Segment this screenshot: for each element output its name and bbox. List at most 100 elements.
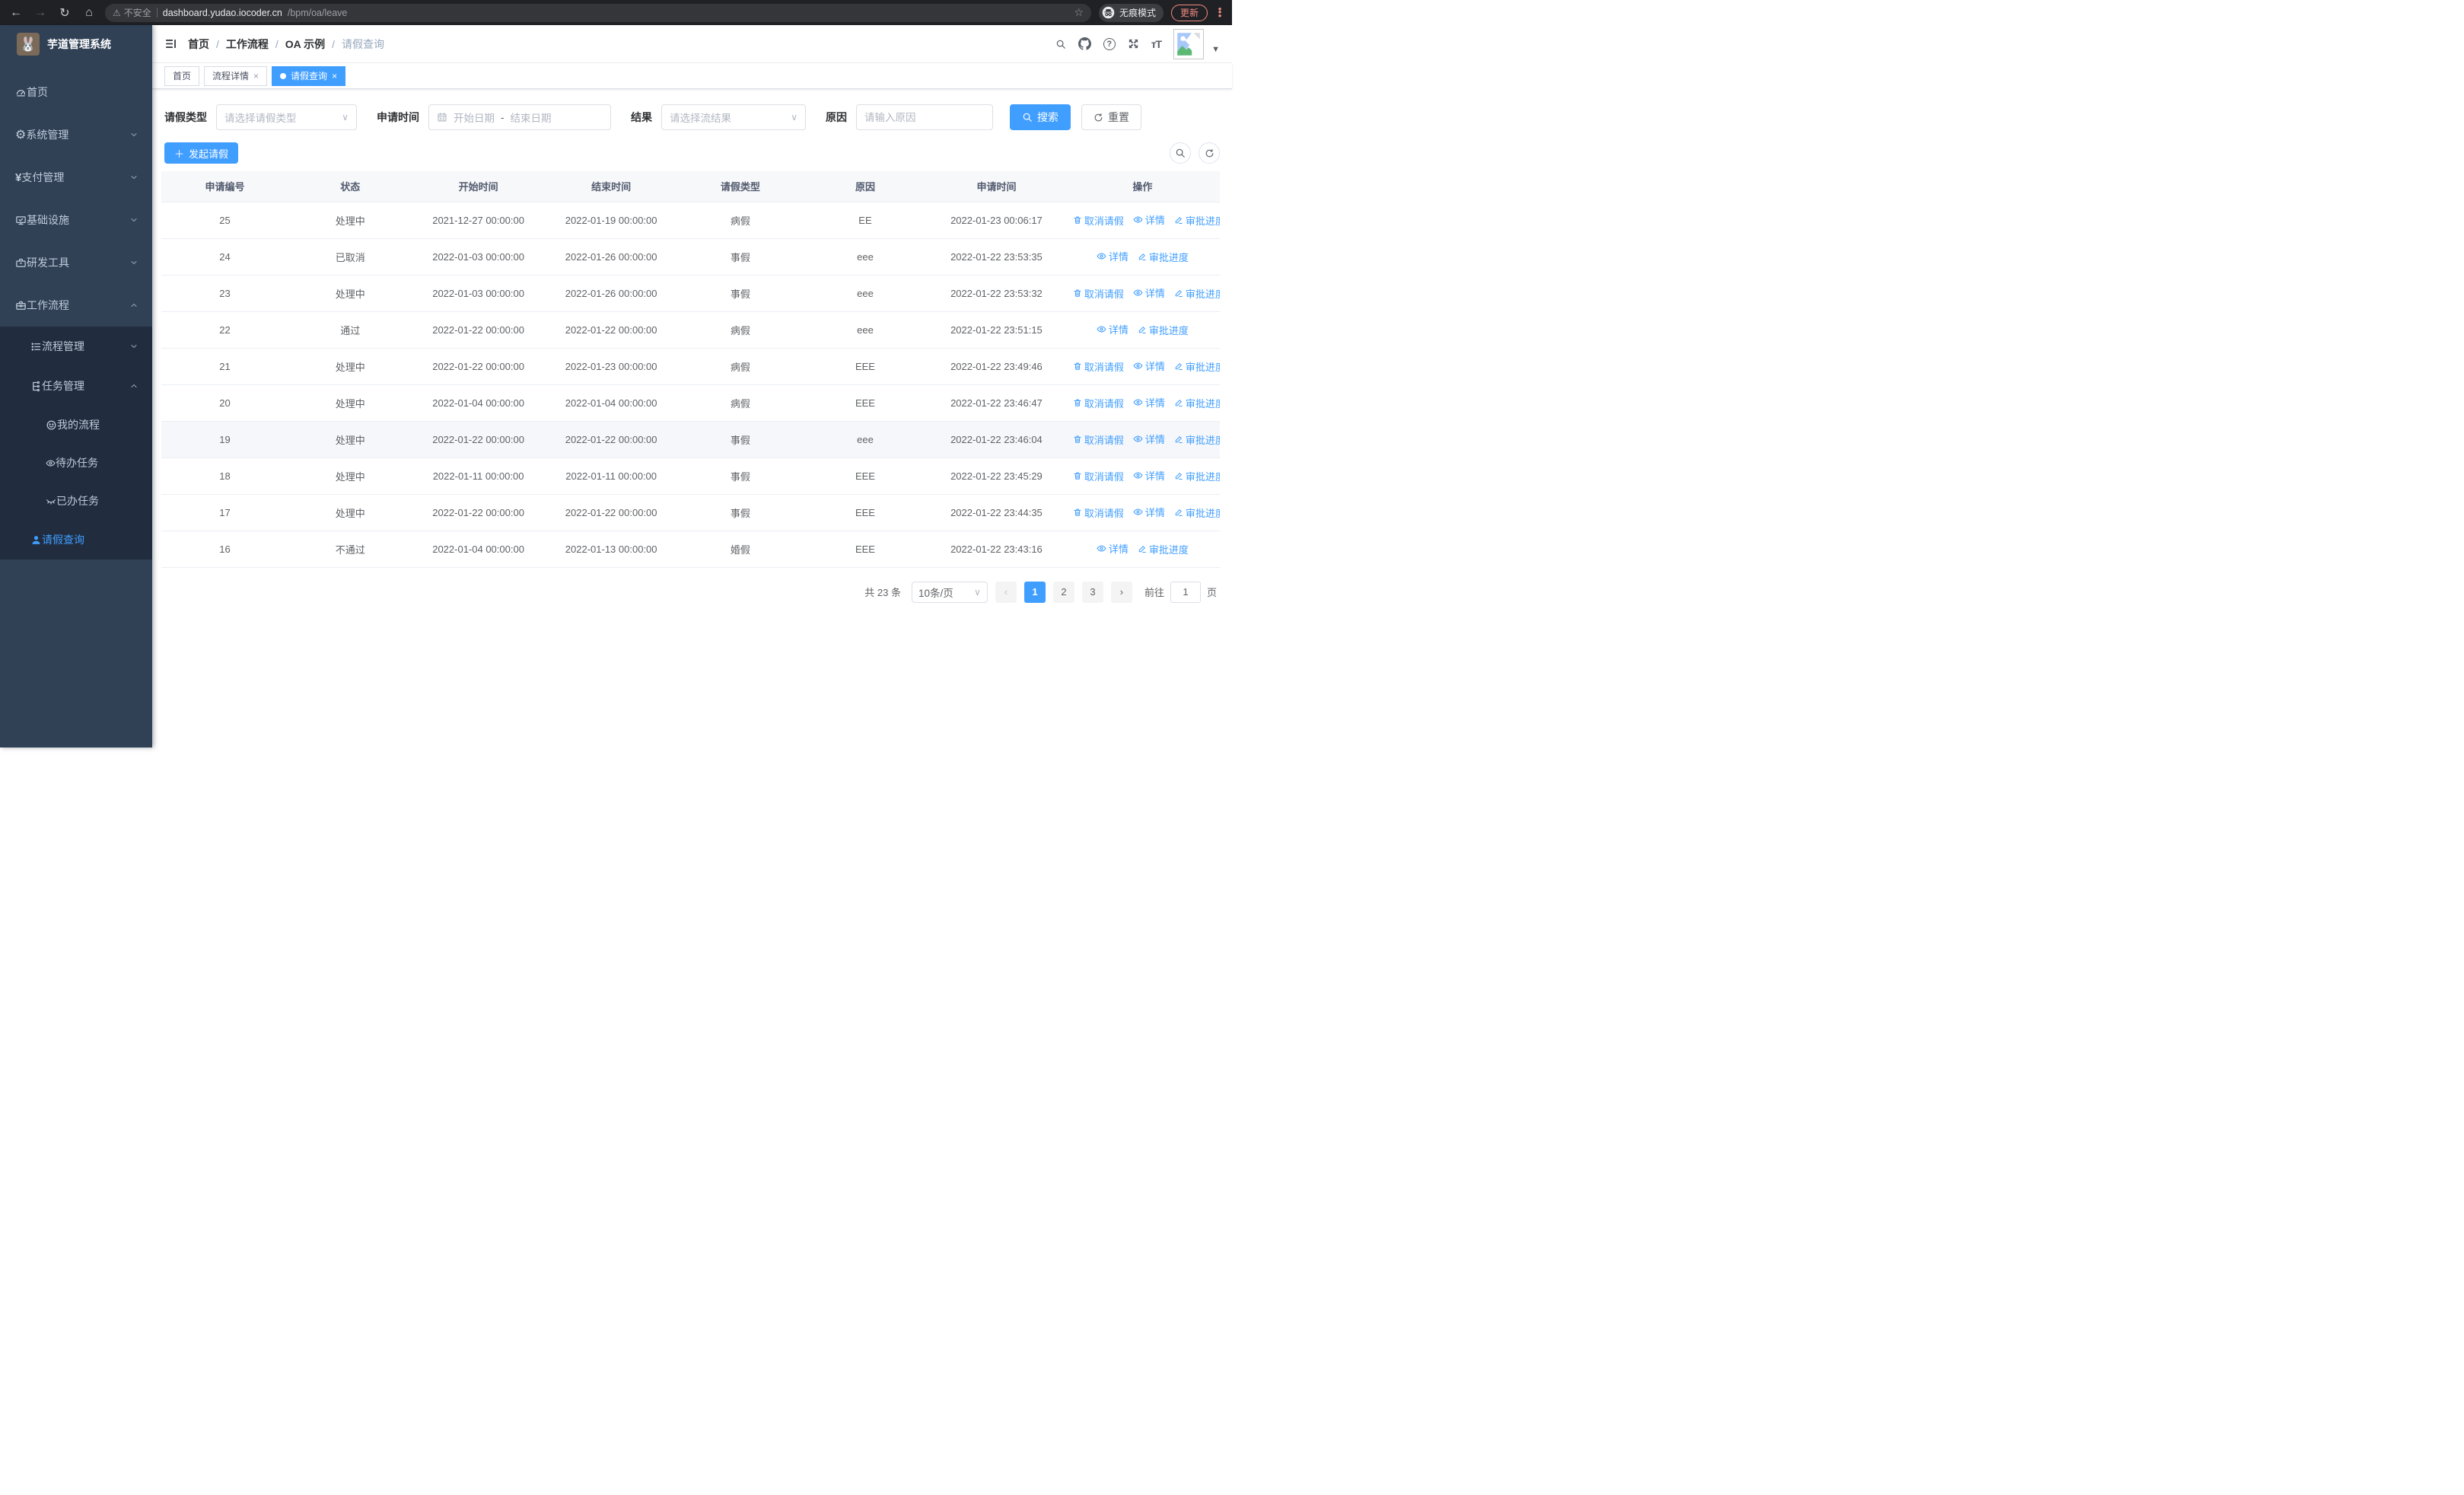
sidebar-item-payment-management[interactable]: ¥ 支付管理	[0, 156, 152, 199]
browser-back-button[interactable]: ←	[10, 5, 22, 19]
font-size-icon[interactable]: тT	[1151, 37, 1162, 50]
progress-link[interactable]: 审批进度	[1174, 213, 1220, 228]
page-button-1[interactable]: 1	[1023, 581, 1046, 603]
result-label: 结果	[631, 111, 652, 123]
avatar[interactable]	[1173, 28, 1205, 59]
bookmark-star-icon[interactable]: ☆	[1074, 6, 1084, 18]
browser-reload-button[interactable]: ↻	[59, 6, 70, 20]
progress-link[interactable]: 审批进度	[1138, 250, 1189, 264]
cancel-leave-link[interactable]: 取消请假	[1073, 505, 1124, 520]
page-button-2[interactable]: 2	[1052, 581, 1074, 603]
cancel-leave-link[interactable]: 取消请假	[1073, 213, 1124, 228]
fullscreen-icon[interactable]	[1128, 38, 1139, 49]
progress-link[interactable]: 审批进度	[1138, 323, 1189, 337]
search-icon[interactable]	[1055, 39, 1066, 49]
cell-status: 不通过	[288, 531, 412, 568]
progress-link[interactable]: 审批进度	[1174, 359, 1220, 374]
progress-link[interactable]: 审批进度	[1174, 432, 1220, 447]
detail-link[interactable]: 详情	[1133, 468, 1165, 483]
sidebar-item-task-management[interactable]: 任务管理	[0, 366, 152, 406]
sidebar-item-my-process[interactable]: 我的流程	[0, 406, 152, 444]
detail-link[interactable]: 详情	[1133, 505, 1165, 519]
cancel-leave-link[interactable]: 取消请假	[1073, 432, 1124, 447]
sidebar-item-dev-tools[interactable]: 研发工具	[0, 241, 152, 284]
tags-view-bar: 首页 流程详情 × 请假查询 ×	[152, 63, 1232, 89]
url-host: dashboard.yudao.iocoder.cn	[162, 7, 282, 18]
page-button-3[interactable]: 3	[1081, 581, 1103, 603]
progress-link[interactable]: 审批进度	[1138, 542, 1189, 556]
cell-apply_time: 2022-01-22 23:43:16	[928, 531, 1065, 568]
detail-link[interactable]: 详情	[1133, 285, 1165, 300]
progress-link[interactable]: 审批进度	[1174, 469, 1220, 483]
sidebar-item-infrastructure[interactable]: 基础设施	[0, 199, 152, 241]
security-warning[interactable]: ⚠ 不安全	[113, 6, 151, 19]
close-icon[interactable]: ×	[253, 70, 259, 81]
help-icon[interactable]: ?	[1103, 37, 1116, 50]
column-header: 申请编号	[161, 171, 288, 202]
leave-type-label: 请假类型	[164, 111, 207, 123]
apply-time-range-picker[interactable]: 开始日期 - 结束日期	[428, 104, 611, 130]
browser-forward-button[interactable]: →	[34, 5, 46, 19]
cell-actions: 详情 审批进度	[1065, 238, 1220, 276]
address-bar[interactable]: ⚠ 不安全 dashboard.yudao.iocoder.cn/bpm/oa/…	[105, 3, 1091, 22]
progress-link[interactable]: 审批进度	[1174, 505, 1220, 520]
browser-menu-icon[interactable]: • • •	[1218, 2, 1222, 21]
reset-button[interactable]: 重置	[1081, 104, 1141, 130]
sidebar-item-workflow[interactable]: 工作流程	[0, 284, 152, 327]
sidebar-item-process-management[interactable]: 流程管理	[0, 327, 152, 366]
cancel-leave-link[interactable]: 取消请假	[1073, 469, 1124, 483]
cancel-leave-link[interactable]: 取消请假	[1073, 396, 1124, 410]
show-search-button[interactable]	[1170, 142, 1191, 164]
cancel-leave-link[interactable]: 取消请假	[1073, 286, 1124, 301]
prev-page-button[interactable]: ‹	[995, 581, 1017, 603]
close-icon[interactable]: ×	[332, 70, 338, 81]
browser-home-button[interactable]: ⌂	[85, 5, 93, 19]
detail-link[interactable]: 详情	[1133, 432, 1165, 446]
sidebar-collapse-icon[interactable]	[164, 37, 177, 50]
sidebar-item-todo-tasks[interactable]: 待办任务	[0, 444, 152, 482]
progress-link[interactable]: 审批进度	[1174, 286, 1220, 301]
breadcrumb-item[interactable]: OA 示例	[285, 37, 326, 50]
cell-status: 处理中	[288, 348, 412, 385]
detail-link[interactable]: 详情	[1133, 359, 1165, 373]
sidebar-item-done-tasks[interactable]: 已办任务	[0, 482, 152, 520]
detail-link[interactable]: 详情	[1133, 395, 1165, 410]
caret-down-icon[interactable]: ▼	[1211, 44, 1220, 54]
sidebar-item-leave-query[interactable]: 请假查询	[0, 520, 152, 559]
breadcrumb-item[interactable]: 工作流程	[225, 37, 269, 50]
cell-actions: 取消请假 详情 审批进度	[1065, 348, 1220, 385]
leave-type-select[interactable]: 请选择请假类型 ∨	[216, 104, 357, 130]
filter-form: 请假类型 请选择请假类型 ∨ 申请时间 开始日期 - 结束日期 结果 请选择流结…	[164, 104, 1220, 130]
github-icon[interactable]	[1078, 37, 1091, 50]
refresh-table-button[interactable]	[1199, 142, 1220, 164]
chevron-down-icon	[129, 130, 138, 139]
reason-input[interactable]	[864, 111, 985, 123]
search-button[interactable]: 搜索	[1010, 104, 1071, 130]
result-select[interactable]: 请选择流结果 ∨	[661, 104, 806, 130]
breadcrumb-item[interactable]: 首页	[188, 37, 209, 50]
detail-link[interactable]: 详情	[1133, 212, 1165, 227]
chevron-down-icon: ∨	[342, 112, 349, 123]
sidebar-item-system-management[interactable]: ⚙ 系统管理	[0, 113, 152, 156]
cell-start: 2022-01-03 00:00:00	[412, 238, 545, 276]
app-logo-row: 🐰 芋道管理系统	[0, 25, 152, 63]
create-leave-button[interactable]: ＋ 发起请假	[164, 142, 239, 164]
page-size-select[interactable]: 10条/页 ∨	[911, 581, 988, 603]
tab-process-detail[interactable]: 流程详情 ×	[204, 65, 268, 86]
detail-link[interactable]: 详情	[1097, 541, 1129, 556]
detail-link[interactable]: 详情	[1097, 249, 1129, 263]
cell-apply_time: 2022-01-23 00:06:17	[928, 202, 1065, 239]
tab-leave-query[interactable]: 请假查询 ×	[272, 65, 346, 86]
cell-id: 19	[161, 421, 288, 458]
detail-link[interactable]: 详情	[1097, 322, 1129, 336]
next-page-button[interactable]: ›	[1110, 581, 1132, 603]
sidebar-item-home[interactable]: 首页	[0, 71, 152, 113]
cancel-leave-link[interactable]: 取消请假	[1073, 359, 1124, 374]
goto-page-input[interactable]	[1170, 581, 1201, 603]
tab-home[interactable]: 首页	[164, 65, 200, 86]
progress-link[interactable]: 审批进度	[1174, 396, 1220, 410]
incognito-badge: 无痕模式	[1098, 3, 1164, 22]
warning-icon: ⚠	[113, 7, 121, 18]
update-button[interactable]: 更新	[1170, 4, 1208, 21]
cell-id: 21	[161, 348, 288, 385]
